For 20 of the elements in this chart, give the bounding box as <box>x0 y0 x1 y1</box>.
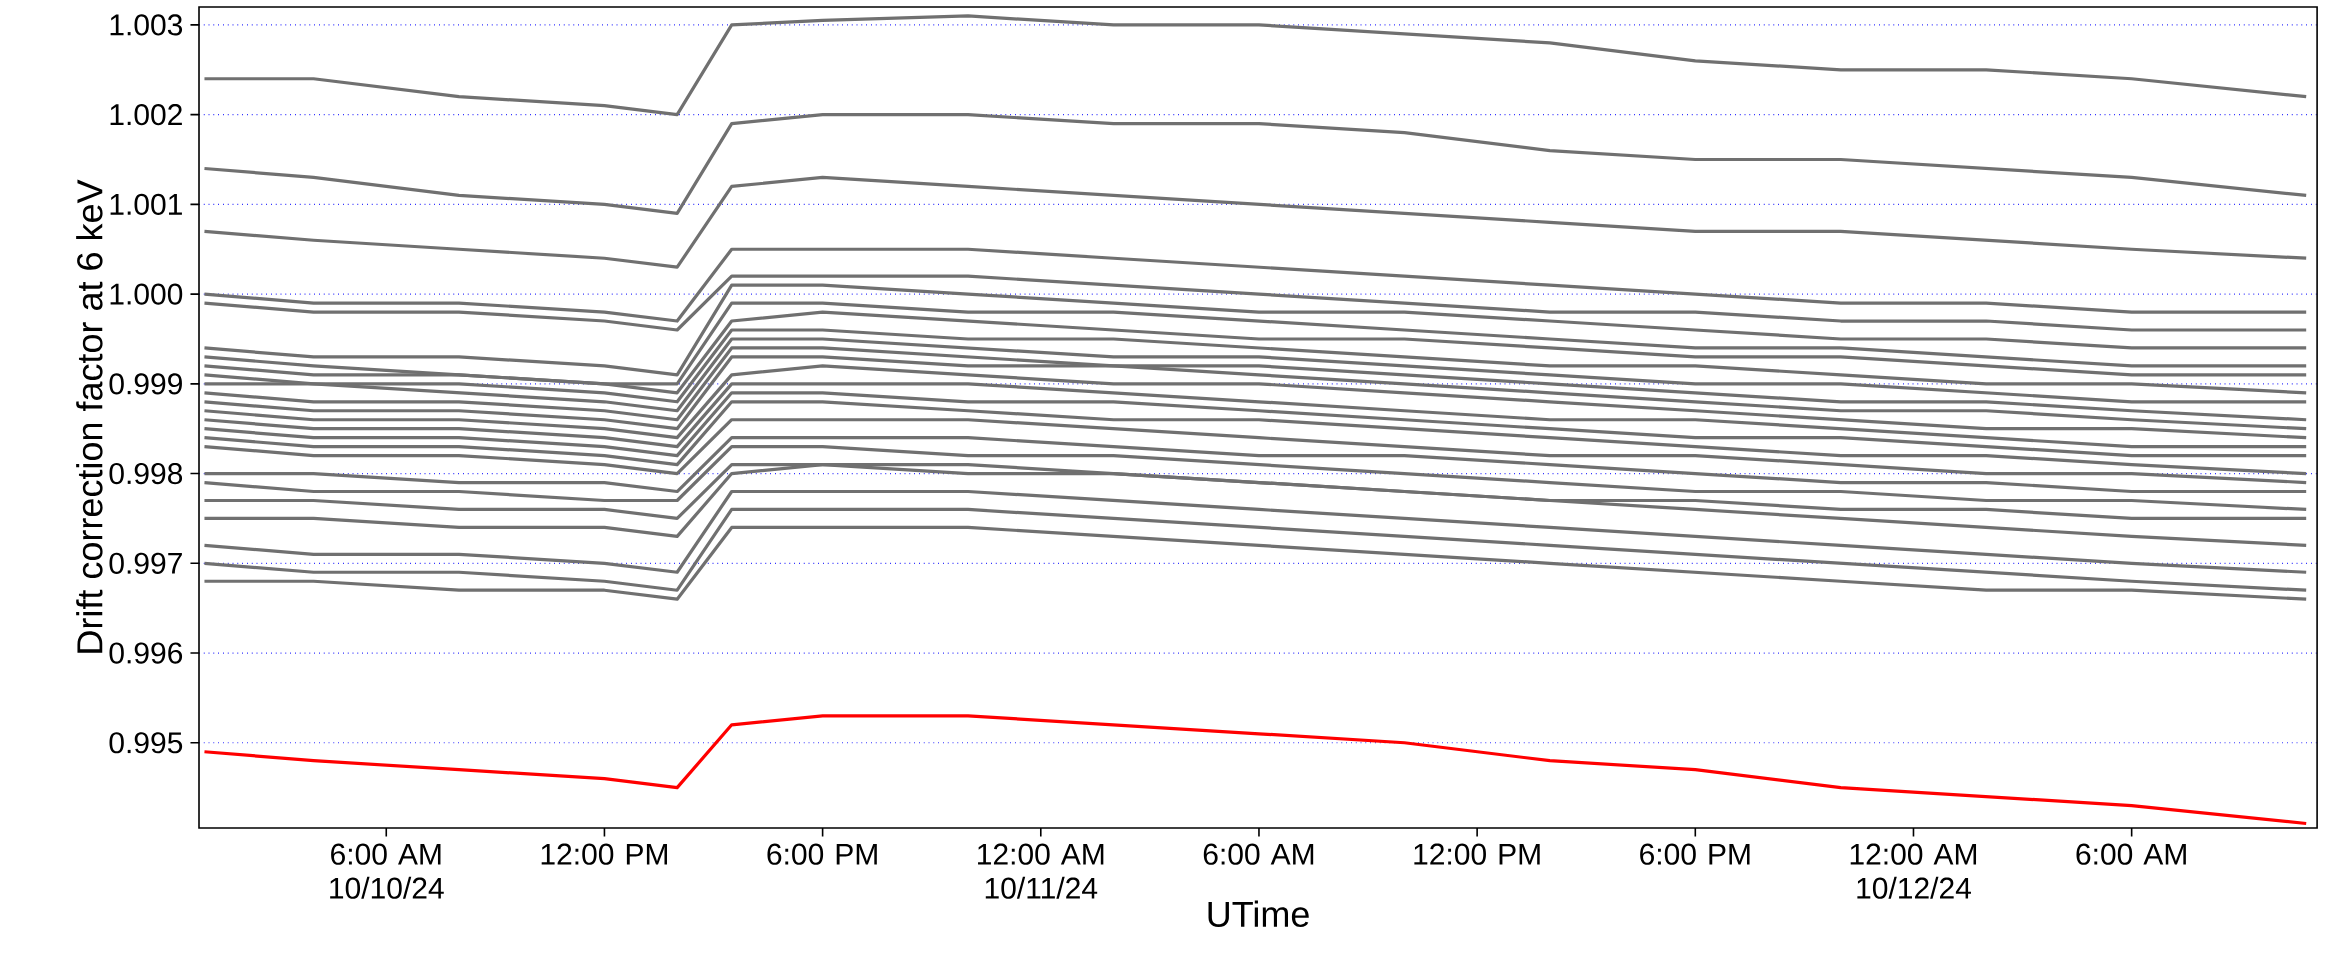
x-tick-label: 6:00 AM <box>2076 843 2186 865</box>
y-axis-title: Drift correction factor at 6 keV <box>76 179 103 653</box>
y-tick-label: 1.001 <box>110 193 182 215</box>
y-tick-label: 0.996 <box>109 642 183 664</box>
y-tick-label: 1.000 <box>110 283 183 305</box>
x-tick-label: 12:00 PM <box>1414 843 1540 865</box>
y-tick-label: 0.997 <box>109 552 182 574</box>
x-tick-label: 12:00 AM 10/11/24 <box>978 843 1104 899</box>
x-tick-label: 12:00 AM 10/12/24 <box>1850 843 1977 899</box>
x-tick-label: 6:00 AM <box>1203 843 1314 865</box>
y-tick-label: 1.003 <box>110 14 183 36</box>
x-tick-label: 6:00 PM <box>1640 843 1750 865</box>
x-axis-title: UTime <box>1208 900 1309 927</box>
y-tick-label: 0.998 <box>109 462 183 485</box>
x-tick-label: 6:00 AM 10/10/24 <box>330 843 444 899</box>
y-tick-label: 1.002 <box>110 104 182 126</box>
y-tick-label: 0.995 <box>109 732 183 754</box>
x-tick-label: 6:00 PM <box>767 843 877 865</box>
x-tick-label: 12:00 PM <box>541 843 667 865</box>
y-tick-label: 0.999 <box>109 373 182 395</box>
